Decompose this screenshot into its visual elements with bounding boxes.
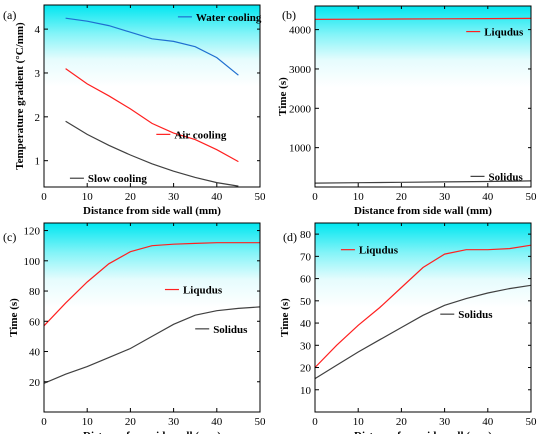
x-tick-label: 30 <box>439 191 451 203</box>
x-tick-label: 20 <box>396 416 408 428</box>
series-line-air-cooling <box>65 68 239 163</box>
legend-label: Water cooling <box>196 12 262 24</box>
plot-frame <box>314 222 532 413</box>
y-tick-label: 70 <box>300 251 312 263</box>
x-tick-label: 20 <box>125 416 137 428</box>
panel-label: (c) <box>3 230 16 244</box>
y-tick-label: 60 <box>300 274 312 286</box>
y-tick-label: 20 <box>29 377 41 389</box>
x-tick-label: 20 <box>396 191 408 203</box>
y-tick-label: 10 <box>300 385 312 397</box>
x-tick-label: 30 <box>439 416 451 428</box>
legend-label: Slow cooling <box>88 173 147 185</box>
y-tick-label: 2 <box>35 112 41 124</box>
panel-label: (a) <box>3 8 16 22</box>
y-tick-label: 3 <box>35 68 41 80</box>
panel-3: 0 10 20 30 40 50 20 40 60 80 100 120 Distance from s… <box>3 222 267 434</box>
y-tick-label: 30 <box>300 340 312 352</box>
x-tick-label: 40 <box>211 191 223 203</box>
y-tick-label: 120 <box>24 226 41 238</box>
legend-label: Liqudus <box>183 285 223 297</box>
x-tick-label: 40 <box>482 416 494 428</box>
y-tick-label: 4000 <box>289 25 312 37</box>
x-tick-label: 10 <box>82 191 94 203</box>
series-line-solidus <box>43 306 261 384</box>
y-tick-label: 4 <box>35 24 41 36</box>
series-line-liqudus <box>43 242 260 327</box>
x-tick-label: 40 <box>482 191 494 203</box>
y-axis-title: Time (s) <box>277 77 289 116</box>
x-axis-title: Distance from side wall (mm) <box>354 430 492 434</box>
y-tick-label: 1 <box>35 156 41 168</box>
x-tick-label: 0 <box>41 416 47 428</box>
x-tick-label: 30 <box>168 416 180 428</box>
legend-label: Solidus <box>489 171 524 183</box>
x-tick-label: 10 <box>353 191 365 203</box>
x-tick-label: 40 <box>211 416 223 428</box>
x-tick-label: 50 <box>255 416 267 428</box>
legend-label: Liqudus <box>359 245 399 257</box>
x-tick-label: 50 <box>526 191 538 203</box>
series-line-solidus <box>314 284 532 380</box>
series-line-liqudus <box>314 244 532 368</box>
y-tick-label: 40 <box>300 318 312 330</box>
x-tick-label: 0 <box>312 191 318 203</box>
y-tick-label: 60 <box>29 316 41 328</box>
y-tick-label: 2000 <box>289 103 312 115</box>
y-tick-label: 40 <box>29 347 41 359</box>
plot-frame <box>43 4 261 188</box>
legend-label: Solidus <box>458 309 493 321</box>
y-axis-title: Time (s) <box>279 298 291 337</box>
plot-background <box>44 223 260 412</box>
y-tick-label: 50 <box>300 296 312 308</box>
plot-background <box>44 5 260 187</box>
y-tick-label: 20 <box>300 363 312 375</box>
x-tick-label: 50 <box>255 191 267 203</box>
series-line-slow-cooling <box>65 120 239 187</box>
panel-1: 0 10 20 30 40 50 1 2 3 4 Distance from side wall (… <box>3 4 267 217</box>
x-tick-label: 10 <box>82 416 94 428</box>
y-tick-label: 1000 <box>289 143 312 155</box>
plot-background <box>315 6 531 187</box>
x-tick-label: 0 <box>41 191 47 203</box>
y-tick-label: 3000 <box>289 64 312 76</box>
x-axis-title: Distance from side wall (mm) <box>83 205 221 217</box>
x-axis-title: Distance from side wall (mm) <box>83 430 221 434</box>
y-axis-title: Temperature gradient (°C/mm) <box>14 22 26 170</box>
panel-4: 0 10 20 30 40 50 10 20 30 40 50 60 70 80 Distance from… <box>279 222 538 434</box>
x-axis-title: Distance from side wall (mm) <box>354 205 492 217</box>
panel-label: (d) <box>283 230 297 244</box>
plot-frame <box>314 5 532 188</box>
x-tick-label: 10 <box>353 416 365 428</box>
legend-label: Air cooling <box>174 129 227 141</box>
x-tick-label: 50 <box>526 416 538 428</box>
y-axis-title: Time (s) <box>8 298 20 337</box>
x-tick-label: 0 <box>312 416 318 428</box>
legend-label: Solidus <box>213 324 248 336</box>
panel-2: 0 10 20 30 40 50 1000 2000 3000 4000 Distance from… <box>277 5 538 217</box>
plot-background <box>315 223 531 412</box>
legend-label: Liqudus <box>484 27 524 39</box>
series-line-solidus <box>314 180 532 184</box>
x-tick-label: 30 <box>168 191 180 203</box>
series-line-water-cooling <box>65 17 239 76</box>
plot-frame <box>43 222 261 413</box>
x-tick-label: 20 <box>125 191 137 203</box>
y-tick-label: 80 <box>300 229 312 241</box>
series-line-liqudus <box>314 17 532 20</box>
y-tick-label: 100 <box>24 256 41 268</box>
y-tick-label: 80 <box>29 286 41 298</box>
panel-label: (b) <box>282 8 296 22</box>
